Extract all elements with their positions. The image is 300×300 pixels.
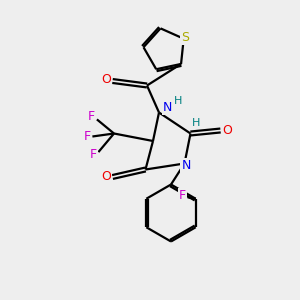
Text: S: S xyxy=(181,31,189,44)
Text: F: F xyxy=(89,148,97,161)
Text: O: O xyxy=(101,170,111,184)
Text: F: F xyxy=(88,110,95,124)
Text: O: O xyxy=(222,124,232,137)
Text: O: O xyxy=(101,73,111,86)
Text: F: F xyxy=(178,189,186,202)
Text: H: H xyxy=(192,118,200,128)
Text: H: H xyxy=(174,96,183,106)
Text: N: N xyxy=(163,100,172,114)
Text: F: F xyxy=(83,130,91,143)
Text: N: N xyxy=(181,159,191,172)
